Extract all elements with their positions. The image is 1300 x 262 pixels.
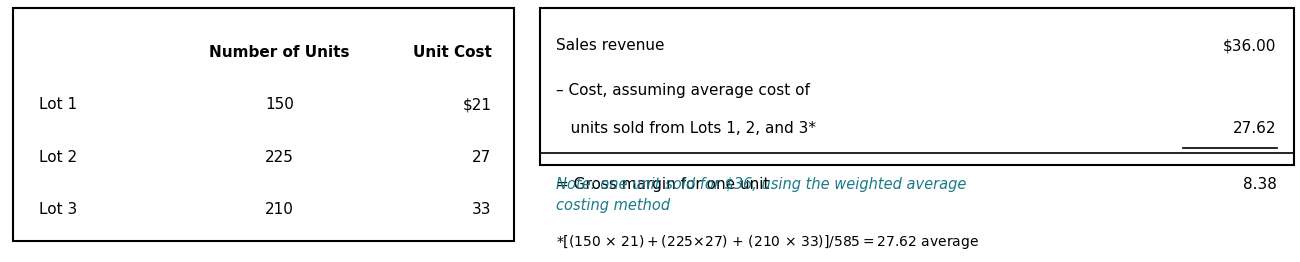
Text: Lot 1: Lot 1 xyxy=(39,97,77,112)
FancyBboxPatch shape xyxy=(13,8,514,241)
Text: 27: 27 xyxy=(472,150,491,165)
Text: units sold from Lots 1, 2, and 3*: units sold from Lots 1, 2, and 3* xyxy=(556,121,816,136)
Text: *[(150 × $21) + (225 × $27) + (210 × $33)]/585 = $27.62 average: *[(150 × $21) + (225 × $27) + (210 × $33… xyxy=(556,233,979,251)
Text: Sales revenue: Sales revenue xyxy=(556,38,664,53)
Text: $21: $21 xyxy=(463,97,491,112)
Text: Lot 2: Lot 2 xyxy=(39,150,77,165)
Text: Note: one unit sold for $36, using the weighted average
costing method: Note: one unit sold for $36, using the w… xyxy=(556,177,967,213)
Text: Lot 3: Lot 3 xyxy=(39,202,77,217)
Text: 27.62: 27.62 xyxy=(1234,121,1277,136)
Text: 225: 225 xyxy=(265,150,294,165)
Text: 8.38: 8.38 xyxy=(1243,177,1277,192)
FancyBboxPatch shape xyxy=(540,8,1294,165)
Text: $36.00: $36.00 xyxy=(1223,38,1277,53)
Text: Number of Units: Number of Units xyxy=(209,45,350,60)
Text: – Cost, assuming average cost of: – Cost, assuming average cost of xyxy=(556,83,810,98)
Text: 33: 33 xyxy=(472,202,491,217)
Text: Unit Cost: Unit Cost xyxy=(412,45,491,60)
Text: 150: 150 xyxy=(265,97,294,112)
Text: 210: 210 xyxy=(265,202,294,217)
Text: = Gross margin for one unit: = Gross margin for one unit xyxy=(556,177,770,192)
